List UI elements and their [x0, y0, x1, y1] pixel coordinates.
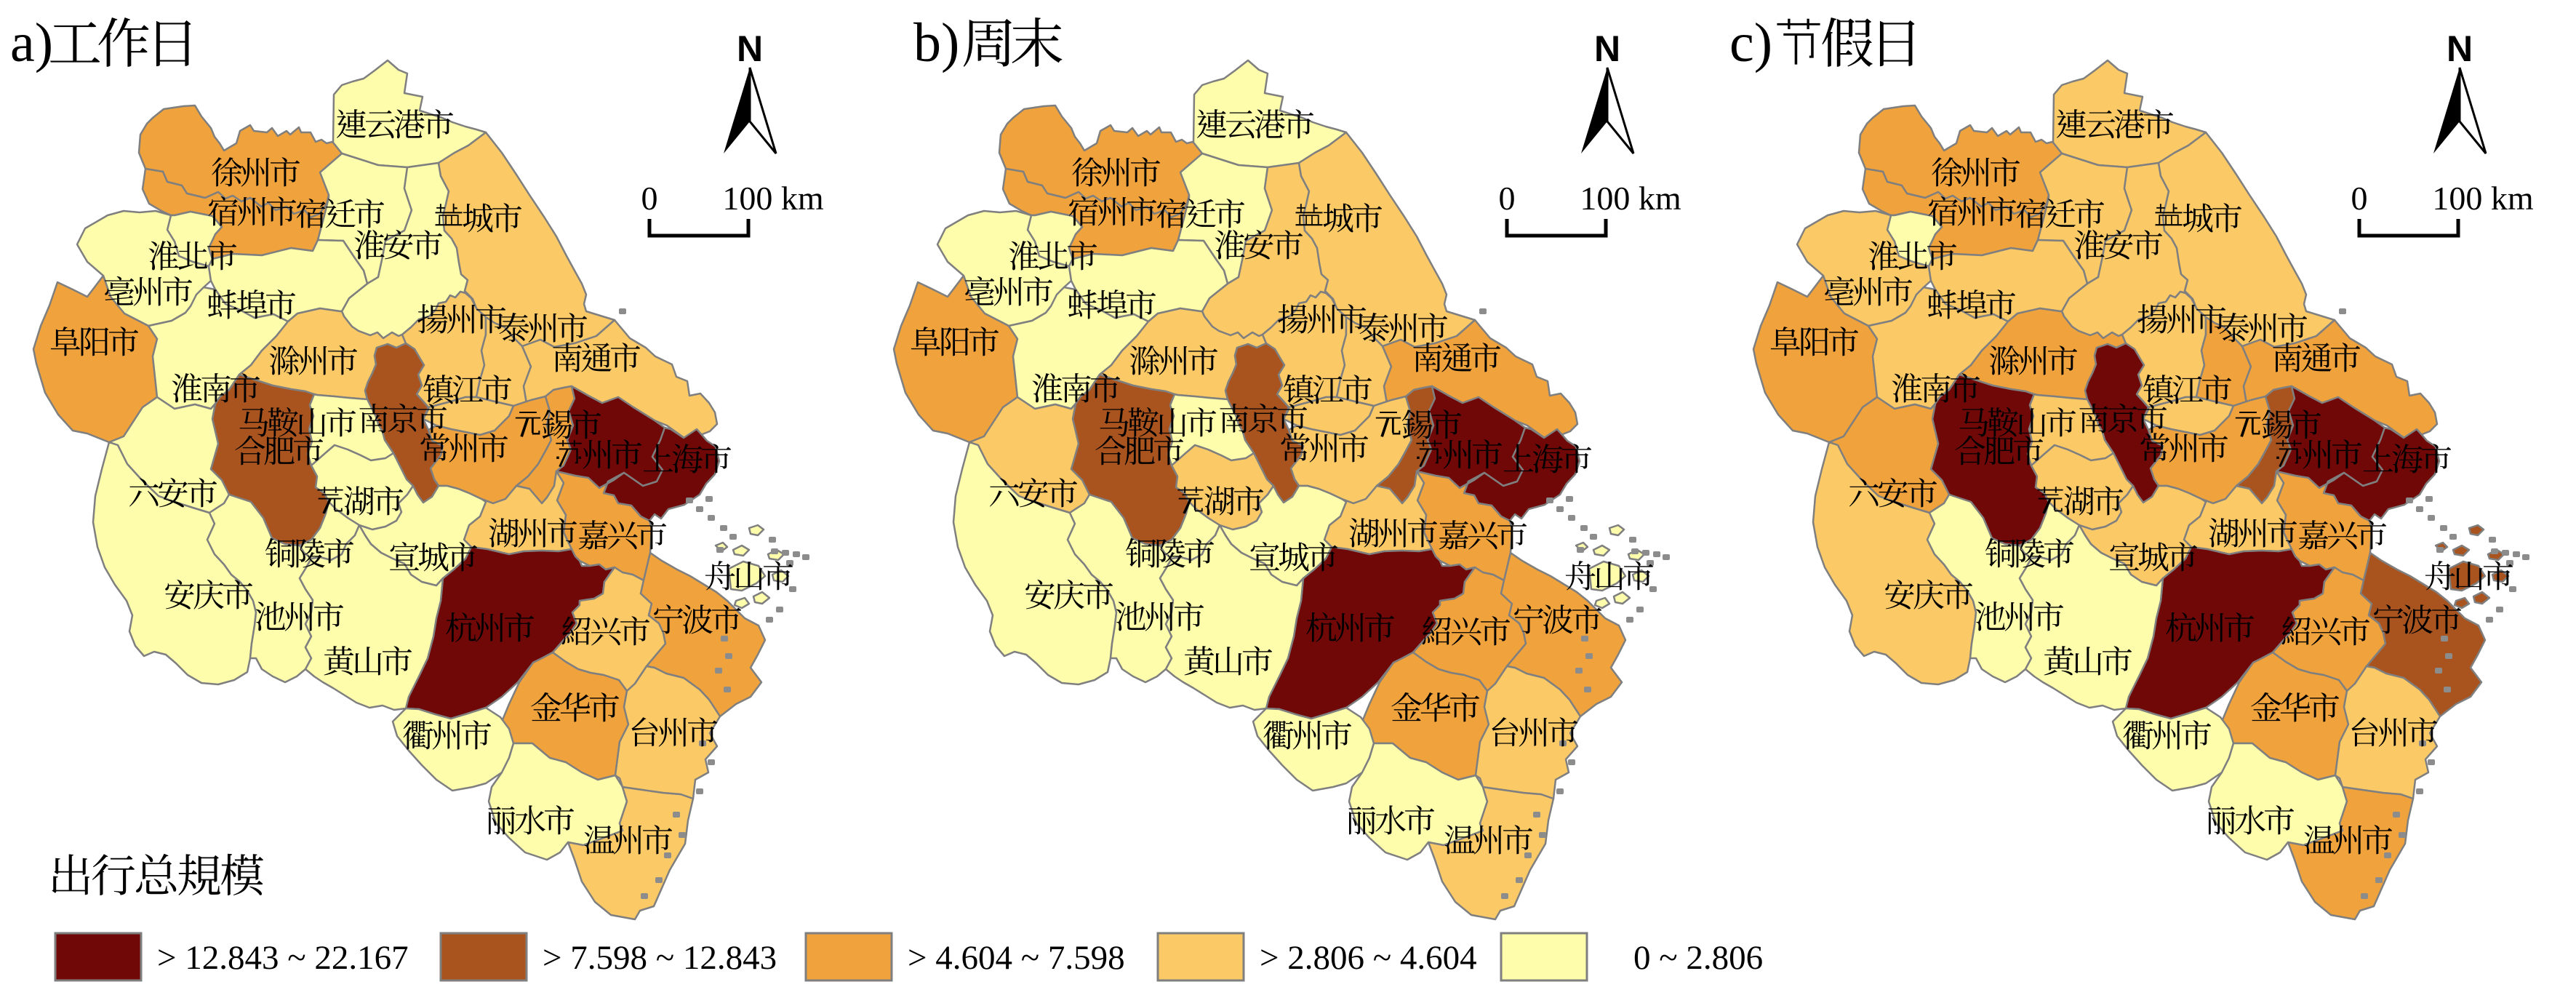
svg-text:> 4.604 ~ 7.598: > 4.604 ~ 7.598 [908, 939, 1125, 977]
svg-text:b): b) [913, 12, 959, 73]
svg-text:c): c) [1729, 12, 1772, 73]
svg-text:> 12.843 ~ 22.167: > 12.843 ~ 22.167 [157, 939, 409, 977]
svg-text:> 2.806 ~ 4.604: > 2.806 ~ 4.604 [1260, 939, 1477, 977]
svg-text:0 ~ 2.806: 0 ~ 2.806 [1633, 939, 1763, 977]
svg-text:a): a) [10, 12, 53, 73]
svg-text:> 7.598 ~ 12.843: > 7.598 ~ 12.843 [543, 939, 777, 977]
